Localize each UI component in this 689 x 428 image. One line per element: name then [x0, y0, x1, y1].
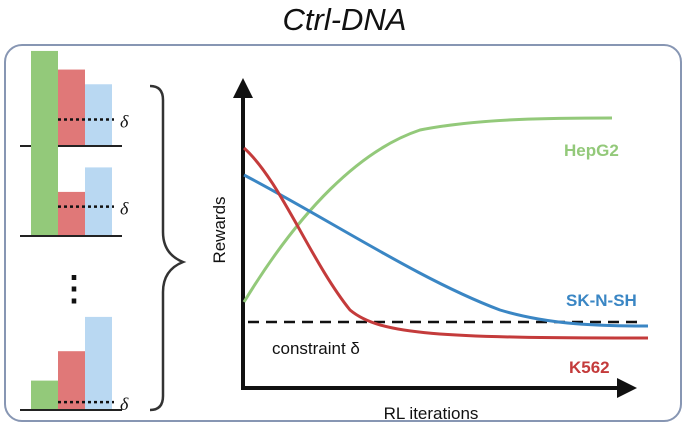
bar-group-2-bar-3: [85, 167, 112, 236]
bar-group-3-delta-label: δ: [120, 394, 129, 414]
bar-group-3-bar-2: [58, 351, 85, 410]
x-axis-label: RL iterations: [384, 404, 479, 423]
hepg2-label: HepG2: [564, 141, 619, 160]
sknsh-curve: [243, 173, 649, 328]
ellipsis-dots: ⋮: [57, 270, 91, 308]
content-frame: [4, 44, 682, 422]
bar-group-1-bar-2: [58, 69, 85, 146]
hepg2-curve: [242, 116, 613, 303]
y-axis-arrowhead: [233, 78, 253, 98]
bar-groups: δ δ δ: [20, 50, 129, 414]
bar-group-2-bar-1: [31, 140, 58, 236]
y-axis-label: Rewards: [210, 196, 229, 263]
constraint-label: constraint δ: [272, 339, 360, 358]
diagram-title: Ctrl-DNA: [282, 2, 407, 37]
x-axis-arrowhead: [617, 378, 637, 398]
bar-group-1-bar-1: [31, 50, 58, 146]
sknsh-label: SK-N-SH: [566, 291, 637, 310]
bar-group-3-bar-1: [31, 380, 58, 410]
curly-brace: [149, 84, 187, 412]
k562-label: K562: [569, 358, 610, 377]
bar-group-1-delta-label: δ: [120, 112, 129, 132]
k562-curve: [243, 146, 649, 340]
bar-group-1-bar-3: [85, 84, 112, 146]
bar-group-3-bar-3: [85, 316, 112, 410]
bar-group-2-delta-label: δ: [120, 199, 129, 219]
bar-group-2-bar-2: [58, 191, 85, 236]
